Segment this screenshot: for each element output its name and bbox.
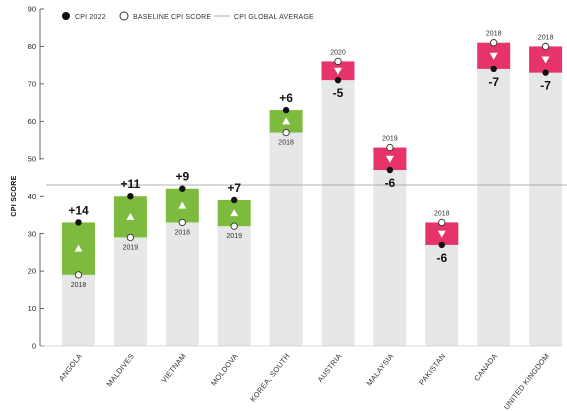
y-axis: 0 10 20 30 40 50 60 70 80 90 (28, 5, 44, 351)
cpi-2022-marker (282, 106, 290, 114)
arrow-down-icon (385, 155, 394, 163)
arrow-down-icon (541, 56, 550, 64)
bar-base (529, 72, 563, 347)
bar-base (165, 222, 199, 346)
y-tick-label: 0 (32, 342, 36, 351)
y-tick-label: 40 (28, 192, 36, 201)
bar-base (62, 274, 95, 346)
baseline-year-label: 2018 (71, 282, 87, 289)
cpi-2022-marker (438, 241, 445, 249)
bar-base (373, 170, 407, 346)
baseline-marker (230, 222, 238, 230)
change-label: +7 (227, 181, 241, 195)
bar-base (321, 80, 355, 347)
y-tick-label: 50 (28, 154, 36, 163)
baseline-marker (334, 57, 342, 66)
baseline-year-label: 2018 (434, 210, 450, 217)
baseline-year-label: 2018 (486, 31, 502, 38)
change-label: +9 (175, 170, 189, 184)
legend-global-average-label: CPI GLOBAL AVERAGE (234, 14, 314, 21)
bars-group (62, 42, 563, 347)
baseline-marker (178, 218, 186, 227)
arrow-up-icon (74, 244, 83, 252)
y-tick-label: 10 (28, 304, 36, 313)
y-tick-label: 20 (28, 267, 36, 276)
x-category-label: PAKISTAN (417, 352, 447, 387)
x-category-label: VIETNAM (159, 352, 187, 385)
x-axis: ANGOLA MALDIVES VIETNAM MOLDOVA KOREA, SOUTH… (40, 345, 562, 411)
change-label: -7 (488, 75, 499, 89)
change-label: +14 (68, 203, 89, 217)
baseline-year-label: 2018 (278, 140, 294, 147)
y-axis-label: CPI SCORE (11, 175, 18, 216)
baseline-year-label: 2018 (538, 34, 554, 41)
x-category-label: CANADA (472, 352, 499, 383)
arrow-down-icon (489, 52, 498, 60)
baseline-marker (282, 128, 290, 137)
cpi-2022-marker (490, 65, 497, 73)
chart-legend: CPI 2022 BASELINE CPI SCORE CPI GLOBAL A… (62, 11, 314, 21)
change-label: -6 (436, 251, 447, 265)
bar-base (269, 132, 303, 346)
x-category-label: MOLDOVA (209, 352, 240, 388)
baseline-marker (126, 233, 135, 242)
baseline-marker (386, 143, 394, 152)
x-category-label: KOREA, SOUTH (248, 352, 291, 404)
cpi-2022-marker (542, 69, 549, 76)
cpi-2022-marker (231, 196, 238, 204)
baseline-year-label: 2020 (330, 49, 346, 56)
arrow-up-icon (126, 212, 135, 220)
arrow-up-icon (282, 117, 291, 125)
x-category-label: UNITED KINGDOM (502, 352, 551, 411)
bar-base (113, 237, 147, 346)
y-tick-label: 60 (28, 117, 36, 126)
change-label: -6 (385, 176, 396, 190)
baseline-marker (541, 42, 550, 51)
x-category-label: ANGOLA (57, 352, 84, 383)
cpi-2022-marker (334, 76, 342, 84)
legend-cpi2022-label: CPI 2022 (75, 14, 106, 21)
x-category-label: MALDIVES (105, 352, 136, 389)
y-tick-label: 70 (28, 79, 36, 88)
baseline-marker (438, 218, 446, 227)
y-tick-label: 30 (28, 229, 36, 238)
bar-base (477, 68, 511, 347)
change-label: -7 (540, 79, 551, 93)
baseline-year-label: 2019 (382, 136, 398, 143)
baseline-marker (490, 39, 498, 47)
x-category-label: MALAYSIA (365, 352, 396, 388)
markers-group: +14 2018 +11 2019 +9 2018 +7 2019 +6 2018 2020 -5 20… (68, 31, 553, 289)
bar-base (425, 244, 459, 346)
arrow-up-icon (178, 201, 187, 209)
y-tick-label: 80 (28, 42, 36, 51)
baseline-marker (74, 271, 83, 279)
change-label: -5 (333, 86, 344, 100)
legend-baseline-marker (119, 11, 129, 21)
baseline-year-label: 2019 (226, 233, 242, 240)
arrow-down-icon (437, 230, 446, 238)
y-tick-label: 90 (28, 5, 36, 14)
cpi-2022-marker (127, 193, 134, 200)
cpi-2022-marker (75, 219, 82, 226)
legend-cpi2022-marker (62, 12, 70, 20)
legend-baseline-label: BASELINE CPI SCORE (133, 14, 211, 21)
arrow-up-icon (230, 209, 239, 217)
baseline-year-label: 2018 (175, 229, 191, 236)
change-label: +6 (279, 91, 293, 105)
baseline-year-label: 2019 (123, 244, 139, 251)
change-label: +11 (121, 177, 141, 191)
x-category-label: AUSTRIA (316, 352, 344, 384)
bar-base (217, 226, 251, 346)
arrow-down-icon (334, 67, 342, 75)
cpi-2022-marker (386, 166, 394, 174)
cpi-2022-marker (179, 185, 186, 192)
